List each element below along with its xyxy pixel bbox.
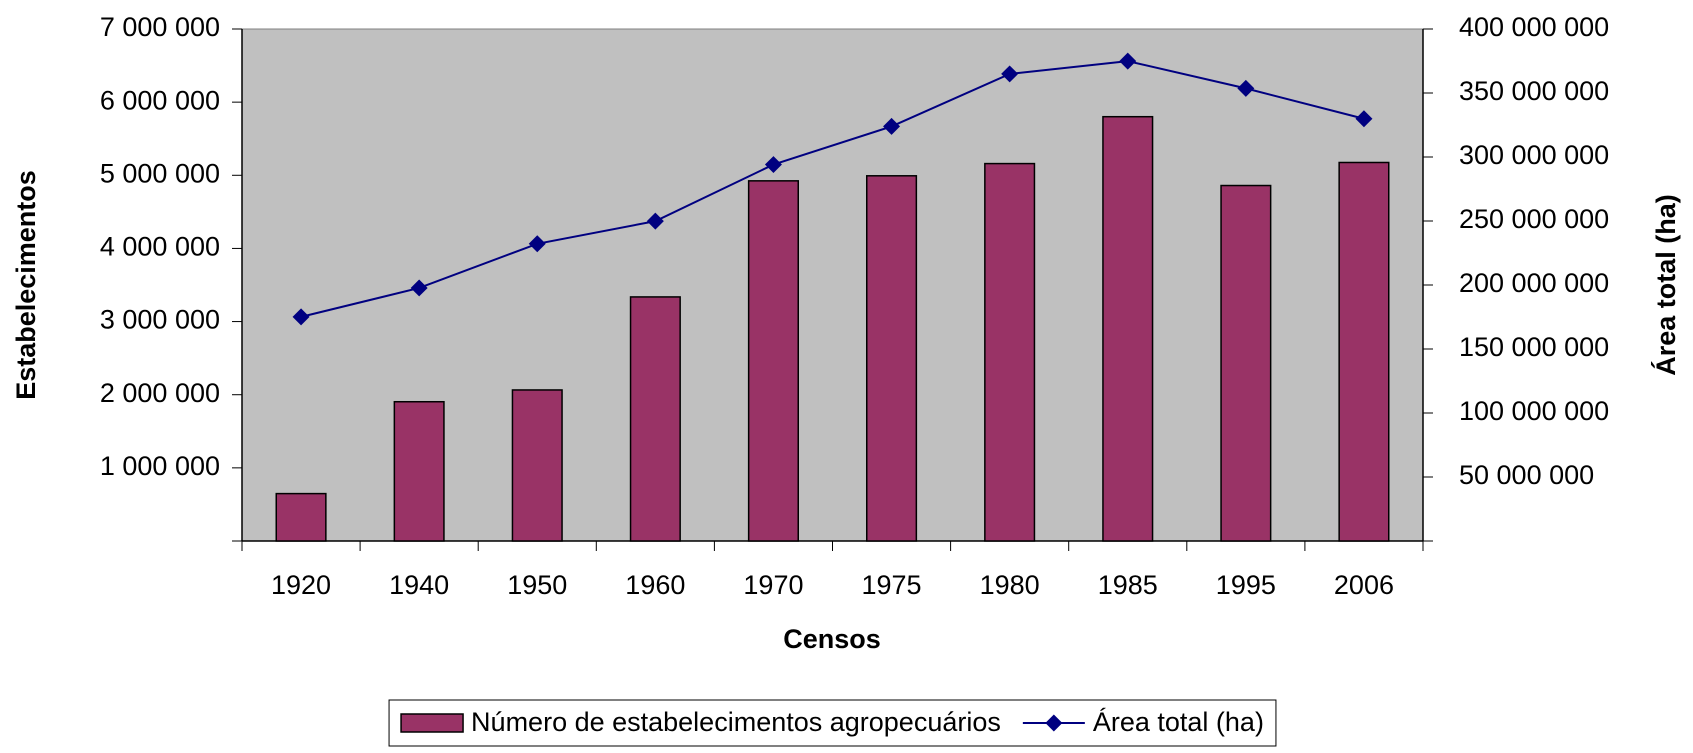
bar: [275, 492, 327, 542]
y-axis-title: Estabelecimentos: [11, 170, 41, 400]
x-tick-label: 1980: [980, 570, 1040, 600]
marker: [883, 117, 901, 135]
x-tick-label: 1970: [743, 570, 803, 600]
bar: [1220, 184, 1272, 542]
y-tick-label: 6 000 000: [100, 85, 220, 115]
y2-tick-label: 200 000 000: [1459, 268, 1609, 298]
y-tick-label: 1 000 000: [100, 451, 220, 481]
bar: [1102, 115, 1154, 542]
y-tick-label: 5 000 000: [100, 158, 220, 188]
line: [300, 60, 1365, 318]
y2-tick-label: 150 000 000: [1459, 332, 1609, 362]
bar: [984, 162, 1036, 542]
bar: [865, 175, 918, 542]
bar: [747, 180, 800, 542]
y2-tick-label: 50 000 000: [1459, 460, 1594, 490]
y-tick-label: 4 000 000: [100, 232, 220, 262]
y-tick-label: 2 000 000: [100, 378, 220, 408]
x-tick-label: 1995: [1216, 570, 1276, 600]
marker: [292, 308, 310, 326]
y2-tick-label: 250 000 000: [1459, 204, 1609, 234]
y2-tick-label: 400 000 000: [1459, 12, 1609, 42]
y2-tick-label: 100 000 000: [1459, 396, 1609, 426]
bar: [511, 389, 563, 542]
legend: Número de estabelecimentos agropecuários…: [388, 699, 1277, 747]
y-tick-label: 7 000 000: [100, 12, 220, 42]
x-tick-label: 1920: [271, 570, 331, 600]
y2-tick-label: 350 000 000: [1459, 76, 1609, 106]
marker: [646, 212, 664, 230]
x-tick-label: 1985: [1098, 570, 1158, 600]
legend-label: Área total (ha): [1093, 707, 1264, 737]
y2-axis-title: Área total (ha): [1650, 194, 1681, 376]
legend-label: Número de estabelecimentos agropecuários: [471, 707, 1001, 737]
y2-tick-label: 300 000 000: [1459, 140, 1609, 170]
x-tick-label: 1975: [862, 570, 922, 600]
x-tick-label: 1940: [389, 570, 449, 600]
marker: [410, 279, 428, 297]
x-tick-label: 1960: [625, 570, 685, 600]
x-tick-label: 2006: [1334, 570, 1394, 600]
bar: [393, 400, 445, 542]
marker: [764, 156, 782, 174]
bar: [629, 296, 681, 542]
legend-box: [388, 699, 1277, 747]
x-tick-label: 1950: [507, 570, 567, 600]
marker: [1001, 65, 1019, 83]
x-axis-title: Censos: [783, 624, 881, 654]
y-tick-label: 3 000 000: [100, 305, 220, 335]
legend-swatch: [400, 713, 464, 733]
marker: [528, 235, 546, 253]
bar: [1338, 161, 1390, 542]
